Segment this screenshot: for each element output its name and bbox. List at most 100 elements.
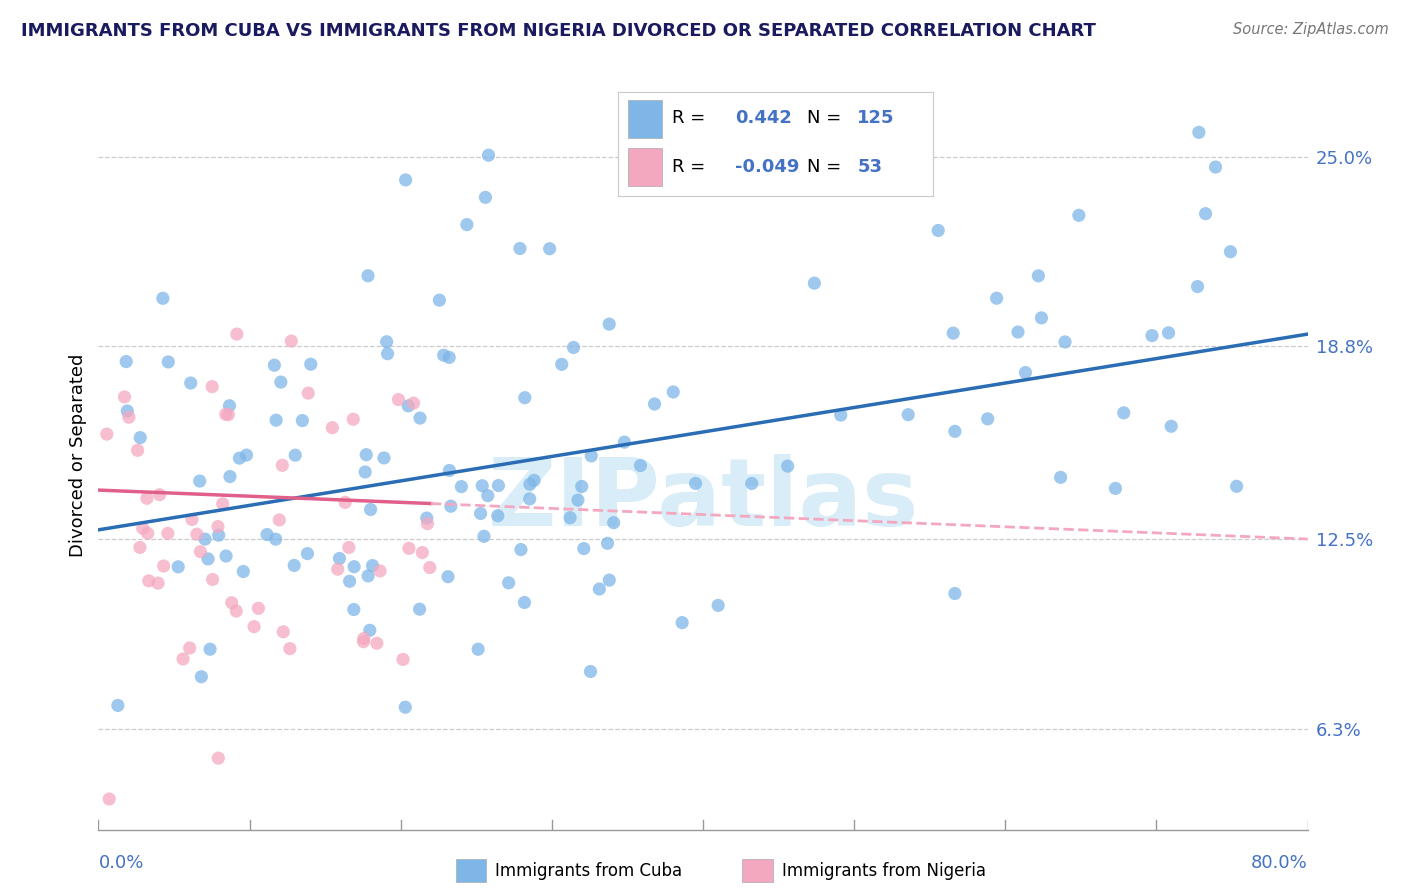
Point	[394, 700, 416, 714]
FancyBboxPatch shape	[456, 859, 486, 882]
Point	[278, 641, 301, 656]
Point	[598, 573, 620, 587]
Point	[1160, 419, 1182, 434]
Point	[513, 391, 536, 405]
Point	[136, 526, 159, 541]
Point	[190, 544, 212, 558]
Point	[138, 574, 160, 588]
Point	[477, 148, 499, 162]
FancyBboxPatch shape	[742, 859, 773, 882]
Point	[409, 411, 432, 425]
Point	[225, 327, 247, 342]
Point	[270, 375, 292, 389]
Point	[297, 386, 319, 401]
Point	[1014, 366, 1036, 380]
Point	[562, 341, 585, 355]
Point	[115, 354, 138, 368]
Point	[271, 458, 294, 473]
Point	[368, 564, 391, 578]
Point	[685, 476, 707, 491]
Text: IMMIGRANTS FROM CUBA VS IMMIGRANTS FROM NIGERIA DIVORCED OR SEPARATED CORRELATIO: IMMIGRANTS FROM CUBA VS IMMIGRANTS FROM …	[21, 22, 1095, 40]
Point	[1007, 325, 1029, 339]
Point	[179, 640, 201, 655]
Point	[232, 565, 254, 579]
Point	[129, 541, 152, 555]
Point	[427, 293, 450, 308]
Point	[157, 355, 180, 369]
Point	[437, 351, 460, 365]
Point	[118, 410, 141, 425]
Text: Immigrants from Cuba: Immigrants from Cuba	[495, 862, 682, 880]
Point	[1067, 208, 1090, 222]
Point	[247, 601, 270, 615]
Point	[1049, 470, 1071, 484]
Point	[207, 519, 229, 533]
Point	[353, 634, 375, 648]
Point	[1194, 207, 1216, 221]
Point	[486, 478, 509, 492]
Point	[1157, 326, 1180, 340]
Point	[264, 532, 287, 546]
Point	[394, 173, 416, 187]
Point	[186, 527, 208, 541]
Point	[256, 527, 278, 541]
Point	[361, 558, 384, 573]
Point	[942, 326, 965, 340]
Point	[596, 536, 619, 550]
Point	[538, 242, 561, 256]
Point	[343, 559, 366, 574]
Point	[107, 698, 129, 713]
Point	[218, 399, 240, 413]
Point	[588, 582, 610, 596]
Point	[433, 348, 456, 362]
Point	[439, 463, 461, 477]
Point	[613, 435, 636, 450]
Point	[219, 469, 242, 483]
Point	[1112, 406, 1135, 420]
Point	[117, 404, 139, 418]
Point	[470, 507, 492, 521]
Point	[392, 652, 415, 666]
Point	[416, 516, 439, 531]
Text: 80.0%: 80.0%	[1251, 854, 1308, 872]
Point	[207, 751, 229, 765]
Point	[927, 223, 949, 237]
Point	[571, 479, 593, 493]
Point	[228, 451, 250, 466]
Point	[519, 477, 541, 491]
Point	[321, 420, 343, 434]
Point	[513, 595, 536, 609]
Point	[360, 502, 382, 516]
Point	[803, 276, 825, 290]
Point	[264, 413, 287, 427]
Point	[411, 545, 433, 559]
Point	[519, 491, 541, 506]
Point	[741, 476, 763, 491]
Point	[357, 268, 380, 283]
Point	[375, 334, 398, 349]
Point	[146, 576, 169, 591]
Point	[342, 412, 364, 426]
Point	[707, 599, 730, 613]
Point	[419, 560, 441, 574]
Point	[662, 384, 685, 399]
Point	[1226, 479, 1249, 493]
Point	[284, 448, 307, 462]
Point	[471, 479, 494, 493]
Point	[269, 513, 291, 527]
Point	[271, 624, 294, 639]
Point	[467, 642, 489, 657]
Point	[943, 586, 966, 600]
Point	[215, 407, 238, 421]
Point	[1140, 328, 1163, 343]
Point	[181, 512, 204, 526]
Point	[377, 347, 399, 361]
Point	[343, 602, 366, 616]
Point	[602, 516, 624, 530]
Point	[598, 317, 620, 331]
Point	[194, 532, 217, 546]
Point	[1188, 125, 1211, 139]
Point	[263, 358, 285, 372]
Point	[510, 542, 533, 557]
Point	[1187, 279, 1209, 293]
